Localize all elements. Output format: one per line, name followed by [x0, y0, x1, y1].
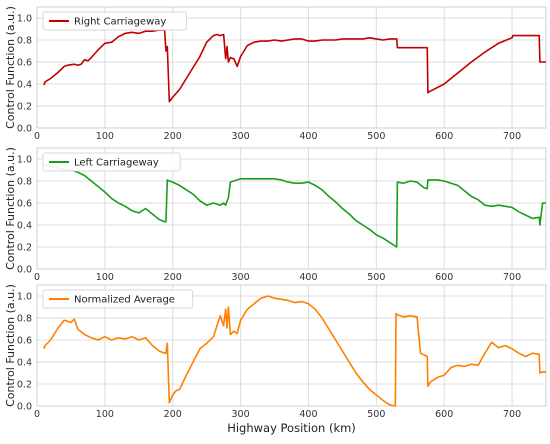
- x-tick-label: 0: [34, 272, 40, 283]
- y-tick-label: 1.0: [17, 155, 32, 166]
- legend-label: Left Carriageway: [74, 158, 159, 169]
- y-tick-label: 0.6: [17, 336, 32, 347]
- x-tick-label: 400: [299, 409, 317, 420]
- x-tick-label: 200: [164, 131, 182, 142]
- x-tick-label: 200: [164, 272, 182, 283]
- x-tick-label: 700: [503, 272, 521, 283]
- series-line-2: [43, 163, 546, 248]
- x-tick-label: 700: [503, 409, 521, 420]
- y-tick-label: 1.0: [17, 14, 32, 25]
- y-tick-label: 0.6: [17, 199, 32, 210]
- plot-frame: [36, 147, 547, 270]
- x-tick-label: 300: [232, 131, 250, 142]
- y-tick-label: 0.8: [17, 177, 32, 188]
- y-tick-label: 0.0: [17, 402, 32, 413]
- plot-frame: [36, 284, 547, 407]
- x-tick-label: 100: [96, 409, 114, 420]
- x-axis-label: Highway Position (km): [227, 421, 356, 435]
- y-axis-label: Control Function (a.u.): [4, 284, 17, 407]
- y-tick-label: 0.4: [17, 221, 32, 232]
- y-tick-label: 0.0: [17, 124, 32, 135]
- x-tick-label: 600: [435, 131, 453, 142]
- x-tick-label: 0: [34, 409, 40, 420]
- x-tick-label: 600: [435, 409, 453, 420]
- legend-label: Right Carriageway: [74, 17, 166, 28]
- x-tick-label: 100: [96, 272, 114, 283]
- x-tick-label: 500: [367, 409, 385, 420]
- series-line-3: [43, 295, 546, 407]
- x-tick-label: 200: [164, 409, 182, 420]
- legend-box: [42, 11, 187, 31]
- legend-box: [42, 152, 181, 172]
- y-axis-label: Control Function (a.u.): [4, 6, 17, 129]
- y-tick-label: 0.4: [17, 80, 32, 91]
- y-tick-label: 0.4: [17, 358, 32, 369]
- y-tick-label: 0.6: [17, 58, 32, 69]
- x-tick-label: 500: [367, 131, 385, 142]
- y-tick-label: 0.8: [17, 314, 32, 325]
- x-tick-label: 500: [367, 272, 385, 283]
- y-tick-label: 0.8: [17, 36, 32, 47]
- y-axis-label: Control Function (a.u.): [4, 147, 17, 270]
- x-tick-label: 400: [299, 272, 317, 283]
- x-tick-label: 700: [503, 131, 521, 142]
- x-tick-label: 600: [435, 272, 453, 283]
- x-tick-label: 300: [232, 409, 250, 420]
- legend-label: Normalized Average: [74, 295, 175, 306]
- y-tick-label: 0.2: [17, 102, 32, 113]
- y-tick-label: 0.0: [17, 265, 32, 276]
- y-tick-label: 1.0: [17, 292, 32, 303]
- plot-frame: [36, 6, 547, 129]
- y-tick-label: 0.2: [17, 243, 32, 254]
- legend-box: [42, 289, 194, 309]
- y-tick-label: 0.2: [17, 380, 32, 391]
- x-tick-label: 100: [96, 131, 114, 142]
- x-tick-label: 300: [232, 272, 250, 283]
- x-tick-label: 0: [34, 131, 40, 142]
- x-tick-label: 400: [299, 131, 317, 142]
- series-line-1: [43, 29, 546, 103]
